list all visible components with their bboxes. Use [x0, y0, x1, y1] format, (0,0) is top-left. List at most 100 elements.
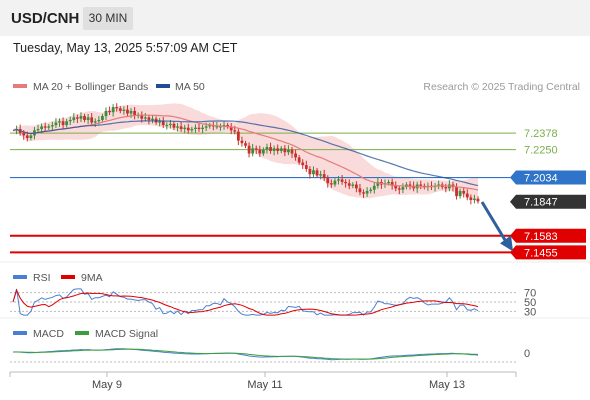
candle-body: [437, 184, 441, 186]
candle-body: [344, 181, 348, 184]
level-label-7.2250: 7.2250: [524, 145, 558, 157]
rsi-9ma-legend-label: 9MA: [81, 272, 103, 284]
bollinger-band: [13, 103, 478, 203]
candle-body: [29, 135, 33, 139]
candle-body: [244, 143, 247, 146]
candle-body: [469, 197, 473, 201]
candle-body: [143, 117, 147, 119]
candle-body: [401, 187, 405, 190]
candle-body: [72, 117, 76, 120]
level-label-7.2378: 7.2378: [524, 128, 558, 140]
candle-body: [215, 126, 219, 128]
candle-body: [254, 148, 258, 150]
candle-body: [104, 110, 108, 117]
level-tag-7.1847: [510, 194, 586, 209]
candle-body: [165, 125, 169, 127]
candle-body: [290, 149, 294, 154]
candle-body: [354, 184, 358, 189]
candle-body: [390, 181, 394, 186]
rsi-legend-label: RSI: [33, 272, 51, 284]
candle-body: [25, 135, 29, 139]
candle-body: [279, 148, 283, 151]
candle-body: [83, 116, 86, 120]
ma20-line: [12, 114, 479, 191]
candle-body: [358, 188, 362, 193]
rsi-level-label: 70: [524, 288, 536, 300]
candle-body: [219, 126, 222, 128]
ma20-legend-swatch: [13, 84, 27, 88]
forecast-arrow-head: [500, 235, 513, 252]
candle-body: [75, 117, 79, 119]
candle-body: [372, 185, 376, 190]
candle-body: [462, 190, 466, 194]
candle-body: [93, 121, 97, 123]
candle-body: [329, 183, 333, 185]
timeframe-button[interactable]: 30 MIN: [83, 7, 133, 30]
candle-body: [397, 188, 401, 190]
level-label-7.1583: 7.1583: [524, 231, 558, 243]
candle-body: [47, 126, 51, 128]
candle-body: [97, 119, 101, 122]
candle-body: [294, 153, 297, 158]
candle-body: [476, 198, 480, 202]
ma50-legend-swatch: [156, 84, 170, 88]
chart-datetime: Tuesday, May 13, 2025 5:57:09 AM CET: [13, 41, 238, 55]
rsi-legend-swatch: [13, 275, 27, 279]
candle-body: [222, 125, 226, 127]
level-tag-7.1583: [510, 228, 586, 243]
rsi-9ma-line: [12, 288, 479, 316]
candle-body: [419, 184, 423, 186]
candle-body: [197, 127, 201, 129]
candle-body: [473, 198, 476, 201]
x-tick-label: May 11: [247, 379, 282, 391]
candle-body: [261, 149, 265, 154]
macd-signal-line: [13, 348, 479, 360]
candle-body: [172, 123, 176, 128]
candle-body: [161, 121, 165, 126]
candle-body: [208, 125, 212, 127]
candle-body: [86, 117, 90, 120]
level-tag-7.2034: [510, 170, 586, 185]
level-label-7.2034: 7.2034: [524, 173, 558, 185]
candle-body: [190, 128, 194, 131]
candle-body: [122, 109, 126, 111]
candle-body: [376, 181, 380, 186]
ma20-legend-label: MA 20 + Bollinger Bands: [33, 81, 148, 93]
candle-body: [108, 110, 111, 113]
candle-body: [50, 125, 54, 127]
candle-body: [176, 126, 179, 128]
rsi-9ma-legend-swatch: [61, 275, 75, 279]
candle-body: [186, 127, 190, 131]
candle-body: [304, 165, 308, 170]
candle-body: [204, 126, 208, 128]
candle-body: [408, 184, 412, 186]
x-tick-label: May 9: [92, 379, 122, 391]
candle-body: [297, 157, 301, 163]
candle-body: [369, 189, 373, 191]
macd-signal-legend-swatch: [75, 331, 89, 335]
macd-legend-swatch: [13, 331, 27, 335]
candle-body: [126, 109, 129, 114]
watermark: Research © 2025 Trading Central: [423, 81, 580, 93]
macd-zero-label: 0: [524, 348, 530, 360]
candle-body: [258, 149, 262, 154]
candle-body: [333, 180, 337, 185]
candle-body: [236, 131, 240, 141]
candle-body: [340, 179, 344, 182]
candle-body: [251, 148, 255, 154]
candle-body: [312, 170, 315, 175]
candle-body: [394, 185, 398, 189]
candle-body: [158, 121, 162, 123]
candle-body: [319, 174, 323, 176]
candle-body: [283, 148, 287, 153]
candle-body: [308, 169, 312, 175]
candle-body: [337, 179, 340, 181]
candle-body: [140, 114, 144, 119]
candle-body: [79, 116, 83, 119]
candle-body: [118, 108, 122, 111]
candle-body: [22, 132, 26, 136]
candle-body: [465, 193, 469, 198]
candle-body: [115, 107, 119, 109]
ma50-line: [12, 120, 479, 187]
